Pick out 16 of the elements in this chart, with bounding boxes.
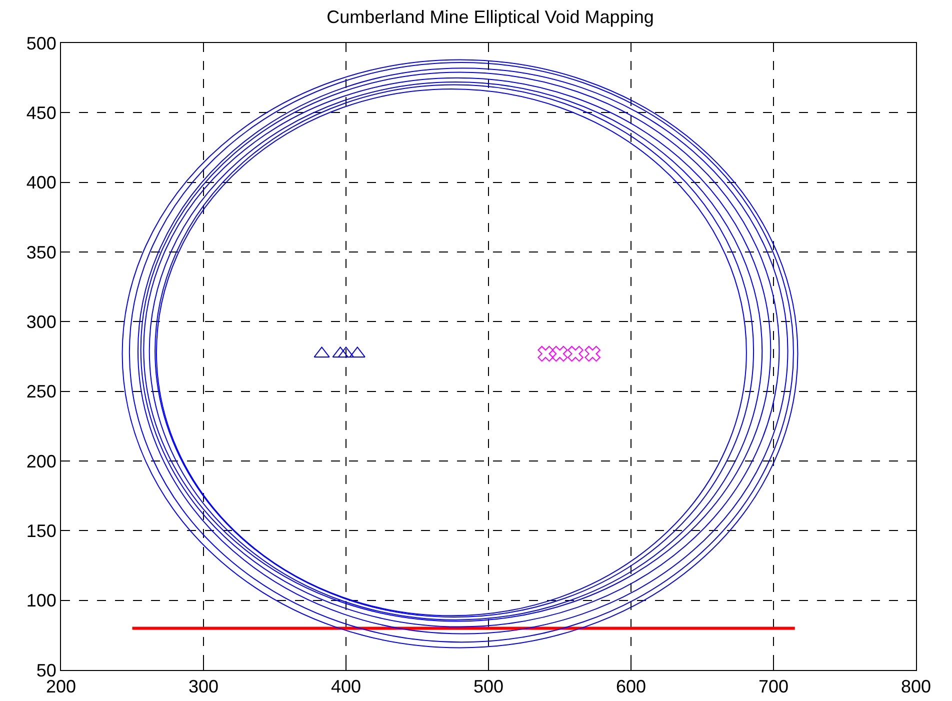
- y-tick-label: 400: [26, 172, 56, 193]
- y-tick-label: 500: [26, 33, 56, 54]
- x-tick-label: 500: [473, 676, 504, 697]
- y-tick-label: 200: [26, 451, 56, 472]
- x-tick-label: 400: [330, 676, 362, 697]
- x-tick-label: 300: [188, 676, 219, 697]
- y-tick-label: 100: [26, 590, 56, 611]
- y-tick-label: 350: [26, 242, 56, 262]
- y-tick-label: 300: [26, 312, 56, 332]
- x-tick-label: 800: [900, 676, 932, 697]
- x-tick-label: 700: [758, 676, 789, 697]
- y-tick-label: 450: [26, 102, 56, 123]
- chart-title: Cumberland Mine Elliptical Void Mapping: [326, 7, 654, 28]
- y-tick-label: 250: [26, 382, 56, 402]
- y-tick-label: 150: [26, 520, 56, 541]
- x-tick-label: 600: [616, 676, 646, 697]
